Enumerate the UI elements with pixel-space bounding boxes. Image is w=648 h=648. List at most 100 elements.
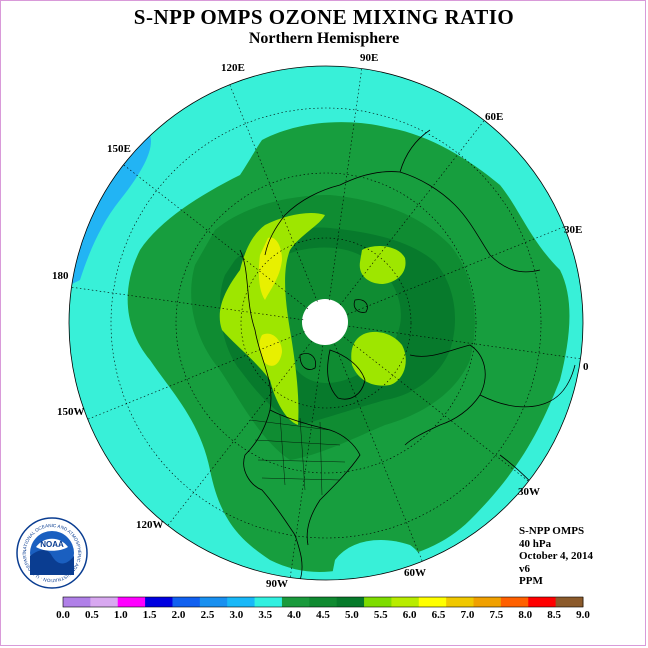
logo-text: NOAA: [40, 540, 64, 549]
colorbar-swatch: [391, 597, 420, 607]
info-date: October 4, 2014: [519, 550, 594, 562]
logo-gull-icon: [36, 538, 68, 551]
colorbar-tick-label: 4.0: [287, 609, 301, 621]
colorbar-swatch: [336, 597, 365, 607]
colorbar-swatch: [117, 597, 146, 607]
colorbar-tick-label: 2.5: [201, 609, 215, 621]
lon-label-30e: 30E: [564, 224, 582, 236]
coastline-north-america: [239, 249, 361, 580]
coastline-greenland: [327, 349, 366, 400]
colorbar-tick-label: 5.0: [345, 609, 359, 621]
colorbar-tick-label: 3.0: [229, 609, 243, 621]
latitude-circle-50: [175, 172, 477, 474]
colorbar-ticks: 0.0 0.5 1.0 1.5 2.0 2.5 3.0 3.5 4.0 4.5 5.0 5.5 6.0 6…: [56, 609, 590, 621]
info-level: 40 hPa: [519, 537, 552, 550]
yellow-green-lobe-east: [351, 331, 406, 386]
meridian-line: [339, 120, 485, 306]
meridian-line: [87, 331, 305, 420]
page-subtitle: Northern Hemisphere: [248, 30, 400, 47]
yellow-core-west-lower: [259, 333, 282, 366]
meridian-line: [167, 340, 313, 526]
lon-label-0: 0: [583, 361, 589, 373]
meridian-line: [348, 325, 581, 360]
colorbar-tick-label: 3.5: [258, 609, 272, 621]
meridian-line: [229, 84, 318, 302]
lon-label-60w: 60W: [404, 567, 426, 579]
colorbar-tick-label: 8.5: [547, 609, 561, 621]
map-boundary: [68, 65, 584, 581]
colorbar-tick-label: 1.5: [143, 609, 157, 621]
yellow-green-lobe-ne: [359, 246, 406, 284]
logo-wave-icon: [30, 550, 74, 575]
colorbar-swatch: [281, 597, 310, 607]
longitude-labels: 90E 60E 30E 0 30W 60W 90W 120W 150W 180 …: [52, 52, 589, 590]
meridian-line: [123, 164, 309, 310]
lon-label-180: 180: [52, 270, 69, 282]
info-version: v6: [519, 562, 530, 575]
latitude-circle-70: [240, 237, 412, 409]
colorbar-tick-label: 6.0: [403, 609, 417, 621]
colorbar-swatch: [500, 597, 529, 607]
latitude-circle-30: [110, 107, 542, 539]
colorbar-swatch: [446, 597, 475, 607]
colorbar-swatches: [62, 596, 584, 608]
colorbar-tick-label: 4.5: [316, 609, 330, 621]
colorbar-tick-label: 0.0: [56, 609, 70, 621]
yellow-core-west: [258, 237, 282, 300]
meridian-line: [334, 344, 423, 562]
lon-label-150w: 150W: [57, 406, 85, 418]
info-units: PPM: [519, 575, 543, 587]
meridian-line: [71, 286, 304, 321]
lon-label-120e: 120E: [221, 62, 245, 74]
lon-label-90w: 90W: [266, 578, 288, 590]
lon-label-120w: 120W: [136, 519, 164, 531]
colorbar-swatch: [364, 597, 392, 607]
colorbar-tick-label: 1.0: [114, 609, 128, 621]
colorbar-swatch: [254, 597, 283, 607]
colorbar-swatch: [172, 597, 201, 607]
colorbar-swatch: [473, 597, 502, 607]
meridian-line: [343, 336, 529, 482]
meridians: [71, 68, 581, 578]
lon-label-60e: 60E: [485, 111, 503, 123]
meridian-line: [347, 226, 565, 315]
colorbar-swatch: [63, 597, 91, 607]
colorbar-swatch: [227, 597, 256, 607]
lon-label-90e: 90E: [360, 52, 378, 64]
polar-night-disc: [302, 299, 348, 345]
colorbar-swatch: [90, 597, 119, 607]
colorbar-tick-label: 2.0: [172, 609, 186, 621]
colorbar-tick-label: 6.5: [432, 609, 446, 621]
colorbar-tick-label: 7.0: [461, 609, 475, 621]
coastline-arctic-islands: [299, 299, 368, 370]
colorbar-swatch: [309, 597, 338, 607]
colorbar-tick-label: 0.5: [85, 609, 99, 621]
colorbar-swatch: [528, 597, 557, 607]
meridian-line: [289, 345, 324, 578]
colorbar-tick-label: 9.0: [576, 609, 590, 621]
yellow-green-lobe-west: [219, 213, 325, 425]
colorbar-swatch: [418, 597, 447, 607]
colorbar-frame: [62, 596, 584, 608]
colorbar-tick-label: 5.5: [374, 609, 388, 621]
lon-label-150e: 150E: [107, 143, 131, 155]
info-block: S-NPP OMPS 40 hPa October 4, 2014 v6 PPM: [519, 525, 593, 588]
colorbar-swatch: [555, 597, 584, 607]
colorbar-swatch: [145, 597, 173, 607]
colorbar-tick-label: 7.5: [489, 609, 503, 621]
info-instrument: S-NPP OMPS: [519, 525, 585, 537]
state-boundaries: [249, 414, 346, 496]
meridian-line: [328, 68, 363, 301]
blue-patch-region: [69, 135, 151, 290]
coastline-europe: [404, 344, 576, 446]
lon-label-30w: 30W: [518, 486, 540, 498]
page-title: S-NPP OMPS OZONE MIXING RATIO: [133, 5, 515, 29]
ozone-field: [69, 66, 583, 580]
graticule: [71, 68, 581, 578]
colorbar-swatch: [199, 597, 228, 607]
colorbar-tick-label: 8.0: [518, 609, 532, 621]
